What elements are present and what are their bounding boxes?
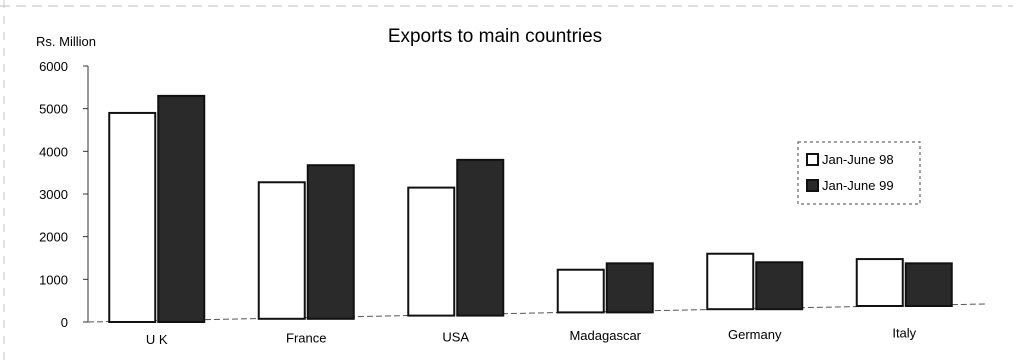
x-axis-line <box>87 303 986 323</box>
bar-jan-june-99-madagascar <box>605 262 654 314</box>
bar-jan-june-98-germany <box>706 252 755 311</box>
legend-label-jan-june-98: Jan-June 98 <box>822 152 894 167</box>
bar-jan-june-98-usa <box>407 186 456 317</box>
bars <box>108 94 953 323</box>
bar-jan-june-99-usa <box>456 158 505 317</box>
legend: Jan-June 98 Jan-June 99 <box>797 141 921 205</box>
y-tick-label: 0 <box>61 315 68 330</box>
x-category-label: USA <box>442 329 469 344</box>
x-category-label: U K <box>146 332 168 347</box>
bar-jan-june-98-france <box>257 181 306 320</box>
y-tick-label: 3000 <box>39 187 68 202</box>
y-axis: 0 1000 2000 3000 4000 5000 6000 <box>39 59 89 330</box>
legend-swatch-jan-june-99 <box>806 179 819 192</box>
y-axis-unit-label: Rs. Million <box>36 34 96 49</box>
y-tick-label: 1000 <box>39 272 68 287</box>
bar-jan-june-99-france <box>306 164 355 320</box>
bar-jan-june-99-germany <box>755 261 804 311</box>
y-tick-label: 2000 <box>39 230 68 245</box>
y-tick-label: 4000 <box>39 144 68 159</box>
bar-jan-june-98-madagascar <box>556 268 605 314</box>
y-tick-label: 5000 <box>39 102 68 117</box>
legend-swatch-jan-june-98 <box>806 153 819 166</box>
x-category-label: Germany <box>728 327 782 342</box>
x-category-label: France <box>286 331 326 346</box>
bar-jan-june-98-u-k <box>108 111 157 323</box>
x-category-label: Madagascar <box>569 328 641 343</box>
x-axis <box>87 303 986 323</box>
bar-jan-june-98-italy <box>855 258 904 308</box>
category-labels: U K France USA Madagascar Germany Italy <box>146 326 917 347</box>
bar-jan-june-99-italy <box>904 262 953 308</box>
x-category-label: Italy <box>892 326 916 341</box>
y-tick-label: 6000 <box>39 59 68 74</box>
bar-jan-june-99-u-k <box>157 94 206 323</box>
legend-label-jan-june-99: Jan-June 99 <box>822 178 894 193</box>
chart-title: Exports to main countries <box>388 26 602 47</box>
legend-box <box>797 141 921 205</box>
